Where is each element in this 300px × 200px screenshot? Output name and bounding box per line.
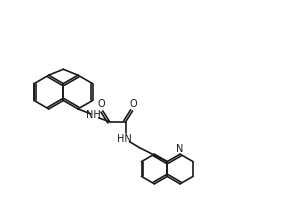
Text: N: N <box>176 144 184 154</box>
Text: O: O <box>98 99 106 109</box>
Text: NH: NH <box>86 110 101 120</box>
Text: HN: HN <box>117 134 132 144</box>
Text: O: O <box>130 99 137 109</box>
